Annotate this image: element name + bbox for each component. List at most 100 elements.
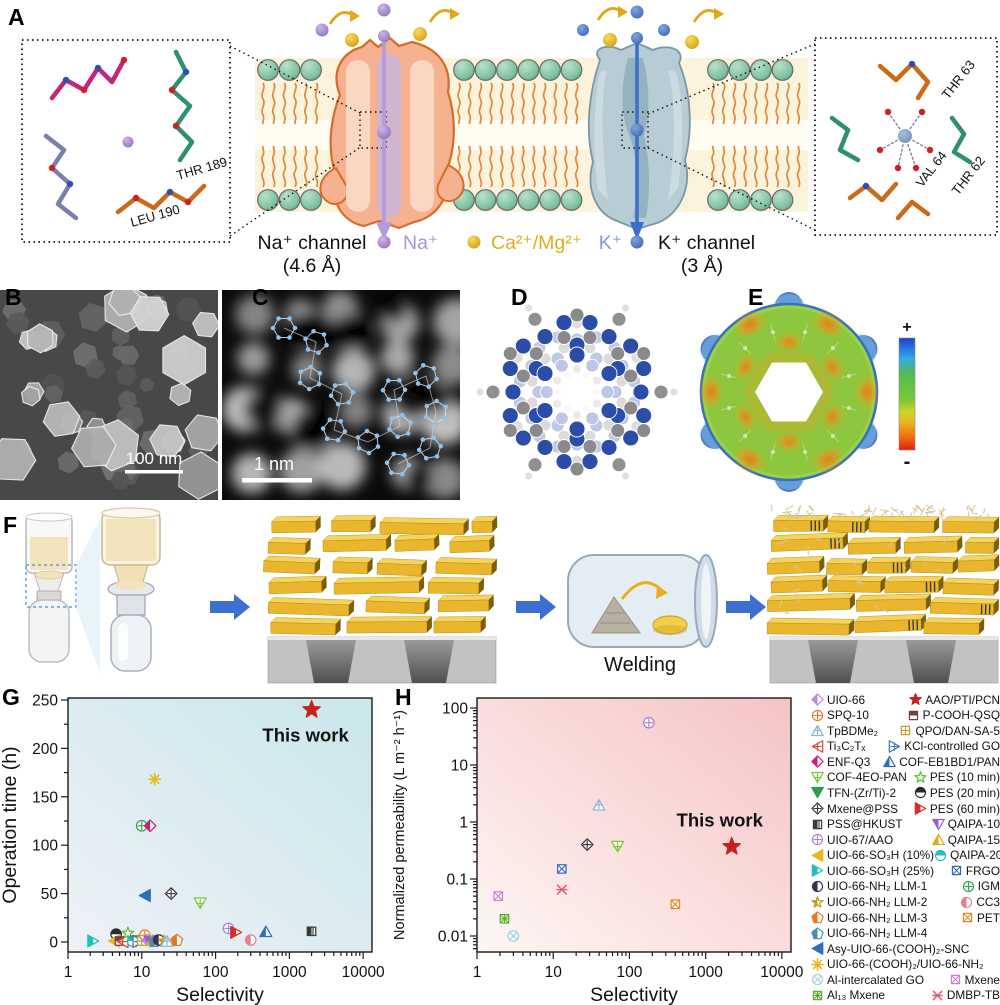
legend-row: UIO-66-(COOH)₂/UIO-66-NH₂ <box>811 957 1000 972</box>
axis-ticks <box>470 707 783 959</box>
pss-hkust-marker-icon <box>812 819 823 829</box>
legend-entry: ENF-Q3 <box>811 755 870 769</box>
enf-q3-marker-icon <box>811 755 824 768</box>
legend-entry-label: UIO-66-NH₂ LLM-2 <box>827 895 928 910</box>
legend-entry: CC3 <box>960 895 1000 909</box>
legend-entry: P-COOH-QSQ <box>907 708 1000 722</box>
legend-entry-label: PET <box>977 910 1000 925</box>
legend-row: Al₁₃ Mxene DMBP-TB <box>811 988 1000 1003</box>
legend-entry: TpBDMe₂ <box>811 724 878 738</box>
data-point-dmbp-tb <box>556 884 568 895</box>
svg-text:10: 10 <box>545 964 563 981</box>
data-point-cof-eb1bd1-pan <box>259 925 273 938</box>
legend-entry: PES (20 min) <box>914 786 1000 800</box>
data-point-aao-pti-pcn <box>722 836 743 855</box>
ca-mg-ion-legend-dot <box>467 235 481 249</box>
pet-marker-icon <box>962 912 973 923</box>
legend-row: PSS@HKUST QAIPA-10 <box>811 817 1000 832</box>
axis-ticks <box>61 699 364 959</box>
igm-marker-icon <box>962 880 974 892</box>
data-point-cof-4eo-pan <box>193 897 207 910</box>
qaipa-15-marker-icon <box>931 834 945 846</box>
legend-entry-label: UIO-66-SO₃H (25%) <box>827 863 935 878</box>
x-axis-label: Selectivity <box>176 984 264 1005</box>
legend-entry: QAIPA-10 <box>931 817 1000 832</box>
uio-67-aao-marker-icon <box>811 834 824 846</box>
uio-66-nh-llm-4-marker-icon <box>811 926 824 939</box>
asy-uio-66-cooh-snc-marker-icon <box>811 942 824 956</box>
legend-entry-label: UIO-66-NH₂ LLM-1 <box>827 879 928 894</box>
p-cooh-qsq-marker-icon <box>908 710 918 720</box>
panel-label-e: E <box>748 284 764 310</box>
mxene-pss-marker-icon <box>811 802 824 815</box>
pes-60-min-marker-icon <box>914 802 927 815</box>
cof-eb1bd1-pan-marker-icon <box>883 756 897 768</box>
data-point-uio-67-aao <box>643 716 655 729</box>
process-arrows <box>210 594 766 620</box>
panel-label-f: F <box>3 512 18 538</box>
uio-66-marker-icon <box>811 693 824 706</box>
data-point-cc3 <box>244 934 257 946</box>
chart-legend: UIO-66 AAO/PTI/PCN SPQ-10 P-COOH-QSQ TpBDMe₂… <box>811 692 1000 1003</box>
legend-entry: Mxene@PSS <box>811 802 898 816</box>
legend-entry-label: DMBP-TB <box>946 988 1000 1003</box>
legend-entry: UIO-66-(COOH)₂/UIO-66-NH₂ <box>811 957 984 971</box>
k-site-residues <box>829 60 973 221</box>
svg-text:1: 1 <box>460 815 469 832</box>
tem-scale-bar <box>242 478 313 483</box>
cof-4eo-pan-marker-icon <box>811 771 824 784</box>
electrostatic-potential-map: + - <box>700 292 916 492</box>
legend-entry-label: QAIPA-10 <box>947 817 1000 832</box>
legend-row: Mxene@PSS PES (60 min) <box>811 801 1000 816</box>
dmbp-tb-marker-icon <box>932 990 943 1001</box>
al-mxene-marker-icon <box>812 990 823 1001</box>
panel-label-b: B <box>5 284 22 310</box>
svg-text:100: 100 <box>617 964 643 981</box>
welded-nanosheet-membrane <box>766 501 1000 684</box>
legend-entry: COF-EB1BD1/PAN <box>883 755 1000 769</box>
legend-entry: UIO-66-SO₃H (25%) <box>811 864 934 878</box>
cc3-marker-icon <box>961 896 973 908</box>
svg-text:10000: 10000 <box>761 964 804 981</box>
molecular-overlay <box>271 316 449 477</box>
legend-entry: DMBP-TB <box>931 988 1000 1002</box>
legend-entry: UIO-66-NH₂ LLM-2 <box>811 895 927 909</box>
svg-text:1000: 1000 <box>689 964 724 981</box>
svg-text:0.1: 0.1 <box>447 872 469 889</box>
data-point-al-intercalated-go <box>508 930 520 942</box>
na-ion-label: Na⁺ <box>403 232 438 254</box>
legend-entry-label: P-COOH-QSQ <box>922 708 1000 723</box>
legend-entry: Asy-UIO-66-(COOH)₂-SNC <box>811 942 969 956</box>
legend-entry: AAO/PTI/PCN <box>909 693 1000 707</box>
svg-text:100: 100 <box>203 964 229 981</box>
legend-row: ENF-Q3 COF-EB1BD1/PAN <box>811 754 1000 769</box>
data-point-uio-66-cooh-uio-66-nh <box>148 772 162 786</box>
legend-entry-label: UIO-66-SO₃H (10%) <box>827 848 935 863</box>
tick-labels: 1 10 100 1000 10000 100 10 1 0.1 0.01 <box>438 701 804 982</box>
legend-entry-label: PES (10 min) <box>929 770 1000 785</box>
legend-entry-label: UIO-67/AAO <box>827 832 894 847</box>
aao-pti-pcn-marker-icon <box>909 693 923 706</box>
this-work-annotation: This work <box>262 725 349 746</box>
ca-mg-ion-label: Ca²⁺/Mg²⁺ <box>491 232 582 254</box>
na-ion-legend-dot <box>377 235 391 249</box>
ti-c-t-marker-icon <box>811 739 824 753</box>
legend-entry-label: KCl-controlled GO <box>904 739 1000 754</box>
legend-row: UIO-66-SO₃H (10%) QAIPA-20 <box>811 848 1000 863</box>
data-points: This work <box>493 716 764 942</box>
ions-above-k-channel <box>577 5 724 49</box>
sem-scale-bar-label: 100 nm <box>126 449 183 468</box>
svg-text:1: 1 <box>64 964 73 981</box>
legend-entry-label: Asy-UIO-66-(COOH)₂-SNC <box>827 941 970 956</box>
legend-entry-label: CC3 <box>976 895 1000 910</box>
panel-label-h: H <box>395 684 412 710</box>
welding-step-label: Welding <box>604 654 676 676</box>
legend-row: UIO-66-SO₃H (25%) FRGO <box>811 863 1000 878</box>
data-point-igm <box>135 820 148 832</box>
al-intercalated-go-marker-icon <box>811 974 824 986</box>
sem-scale-bar <box>125 470 183 474</box>
legend-entry: UIO-66-NH₂ LLM-1 <box>811 879 927 893</box>
data-point-mxene-pss <box>164 887 178 900</box>
frgo-marker-icon <box>951 866 962 876</box>
legend-entry-label: Mxene <box>964 972 1000 987</box>
